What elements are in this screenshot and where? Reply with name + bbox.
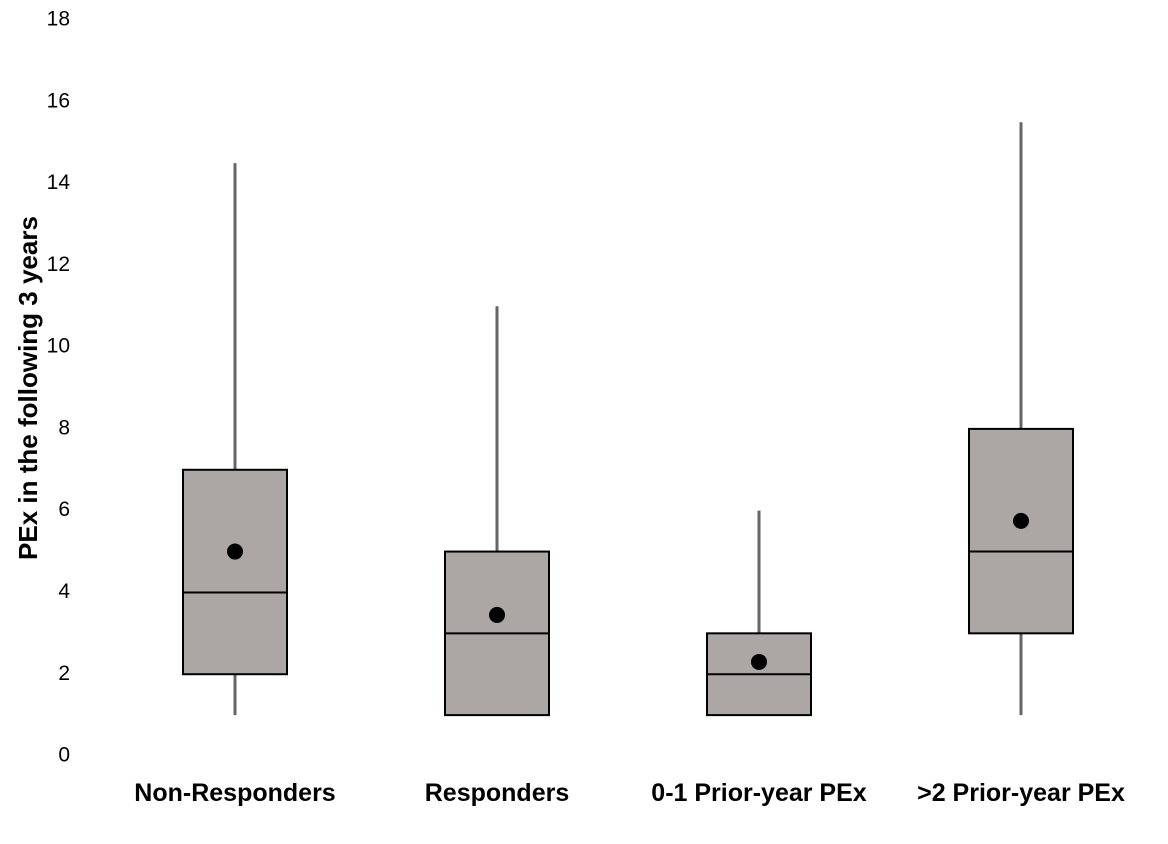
y-tick-label: 10 <box>47 335 70 358</box>
x-tick-label: >2 Prior-year PEx <box>917 779 1125 807</box>
x-tick-label: Responders <box>424 779 570 807</box>
mean-dot <box>227 543 243 560</box>
x-tick-label: Non-Responders <box>134 779 336 807</box>
y-axis-label: PEx in the following 3 years <box>13 216 43 560</box>
mean-dot <box>751 653 767 670</box>
y-tick-label: 8 <box>58 416 70 439</box>
mean-dot <box>489 606 505 623</box>
box <box>182 468 288 676</box>
y-tick-label: 0 <box>58 744 70 767</box>
y-tick-label: 18 <box>47 8 70 31</box>
y-tick-label: 12 <box>47 253 70 276</box>
box <box>968 427 1074 635</box>
mean-dot <box>1013 512 1029 529</box>
y-tick-label: 4 <box>58 580 70 603</box>
y-tick-label: 16 <box>47 89 70 112</box>
y-tick-label: 2 <box>58 662 70 685</box>
x-tick-label: 0-1 Prior-year PEx <box>651 779 867 807</box>
y-tick-label: 14 <box>47 171 71 194</box>
y-tick-label: 6 <box>58 498 70 521</box>
